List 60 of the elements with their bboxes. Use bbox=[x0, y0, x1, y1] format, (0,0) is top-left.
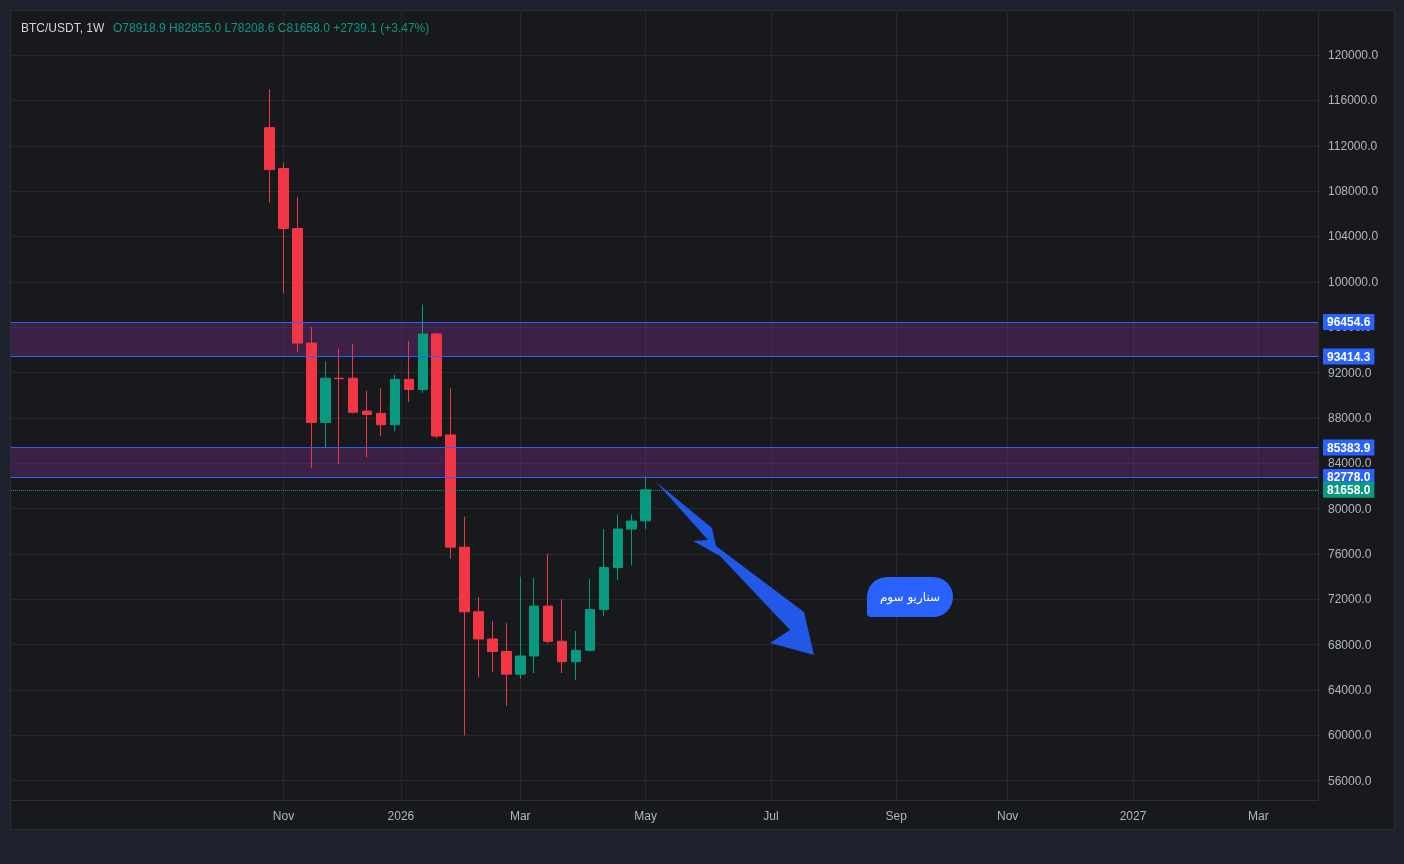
y-tick-label: 76000.0 bbox=[1328, 546, 1372, 561]
y-tick-label: 120000.0 bbox=[1328, 48, 1379, 63]
candlestick bbox=[487, 620, 498, 673]
candlestick bbox=[348, 343, 358, 414]
candlestick bbox=[362, 390, 372, 459]
annotation: سناریو سوم bbox=[867, 577, 953, 617]
candlestick bbox=[390, 374, 400, 433]
y-tick-label: 100000.0 bbox=[1328, 274, 1379, 289]
x-tick-label: Mar bbox=[1247, 809, 1269, 823]
y-tick-label: 88000.0 bbox=[1328, 410, 1372, 425]
candlestick bbox=[571, 630, 581, 681]
y-tick-label: 84000.0 bbox=[1328, 456, 1372, 471]
x-tick-label: Nov bbox=[272, 809, 295, 823]
x-tick-label: Jul bbox=[763, 809, 779, 823]
ref-line-label: 82778.0 bbox=[1327, 470, 1371, 485]
candlestick bbox=[599, 528, 609, 617]
candlestick bbox=[557, 598, 567, 674]
candlestick bbox=[529, 577, 539, 674]
y-tick-label: 72000.0 bbox=[1328, 592, 1372, 607]
candlestick bbox=[613, 513, 623, 581]
candlestick bbox=[376, 387, 386, 437]
y-tick-label: 92000.0 bbox=[1328, 365, 1372, 380]
candlestick bbox=[418, 304, 428, 394]
candlestick bbox=[320, 360, 331, 450]
y-tick-label: 80000.0 bbox=[1328, 501, 1372, 516]
x-tick-label: Sep bbox=[885, 809, 908, 823]
y-tick-label: 60000.0 bbox=[1328, 728, 1372, 743]
candlestick bbox=[515, 576, 526, 680]
y-tick-label: 68000.0 bbox=[1328, 637, 1372, 652]
candlestick bbox=[264, 88, 275, 203]
candlestick bbox=[404, 340, 414, 403]
candlestick bbox=[585, 578, 595, 652]
x-tick-label: May bbox=[634, 809, 657, 823]
ref-line-label: 96454.6 bbox=[1327, 315, 1371, 330]
y-tick-label: 116000.0 bbox=[1328, 93, 1378, 108]
y-tick-label: 56000.0 bbox=[1328, 773, 1372, 788]
candlestick bbox=[292, 196, 303, 353]
text: BTC/USDT, 1W bbox=[21, 21, 106, 35]
y-tick-label: 108000.0 bbox=[1328, 184, 1379, 199]
candlestick bbox=[459, 516, 470, 736]
x-tick-label: 2027 bbox=[1119, 809, 1147, 823]
candlestick bbox=[334, 348, 344, 465]
y-tick-label: 64000.0 bbox=[1328, 683, 1372, 698]
x-tick-label: 2026 bbox=[387, 809, 415, 823]
candlestick bbox=[473, 596, 484, 679]
candlestick bbox=[445, 387, 456, 559]
x-tick-label: Nov bbox=[996, 809, 1019, 823]
candlestick bbox=[278, 162, 289, 294]
candlestick bbox=[306, 326, 317, 469]
ref-line-label: 85383.9 bbox=[1327, 440, 1371, 455]
y-tick-label: 112000.0 bbox=[1328, 138, 1378, 153]
y-tick-label: 104000.0 bbox=[1328, 229, 1379, 244]
ref-line-label: 81658.0 bbox=[1327, 482, 1371, 497]
candlestick bbox=[431, 332, 442, 439]
x-tick-label: Mar bbox=[509, 809, 531, 823]
ref-line-label: 93414.3 bbox=[1327, 349, 1371, 364]
candlestick bbox=[626, 513, 637, 566]
candlestick bbox=[543, 553, 553, 645]
text: O78918.9 H82855.0 L78208.6 C81658.0 +2739.1 (+3.47%) bbox=[113, 21, 430, 35]
candlestick bbox=[501, 622, 512, 707]
